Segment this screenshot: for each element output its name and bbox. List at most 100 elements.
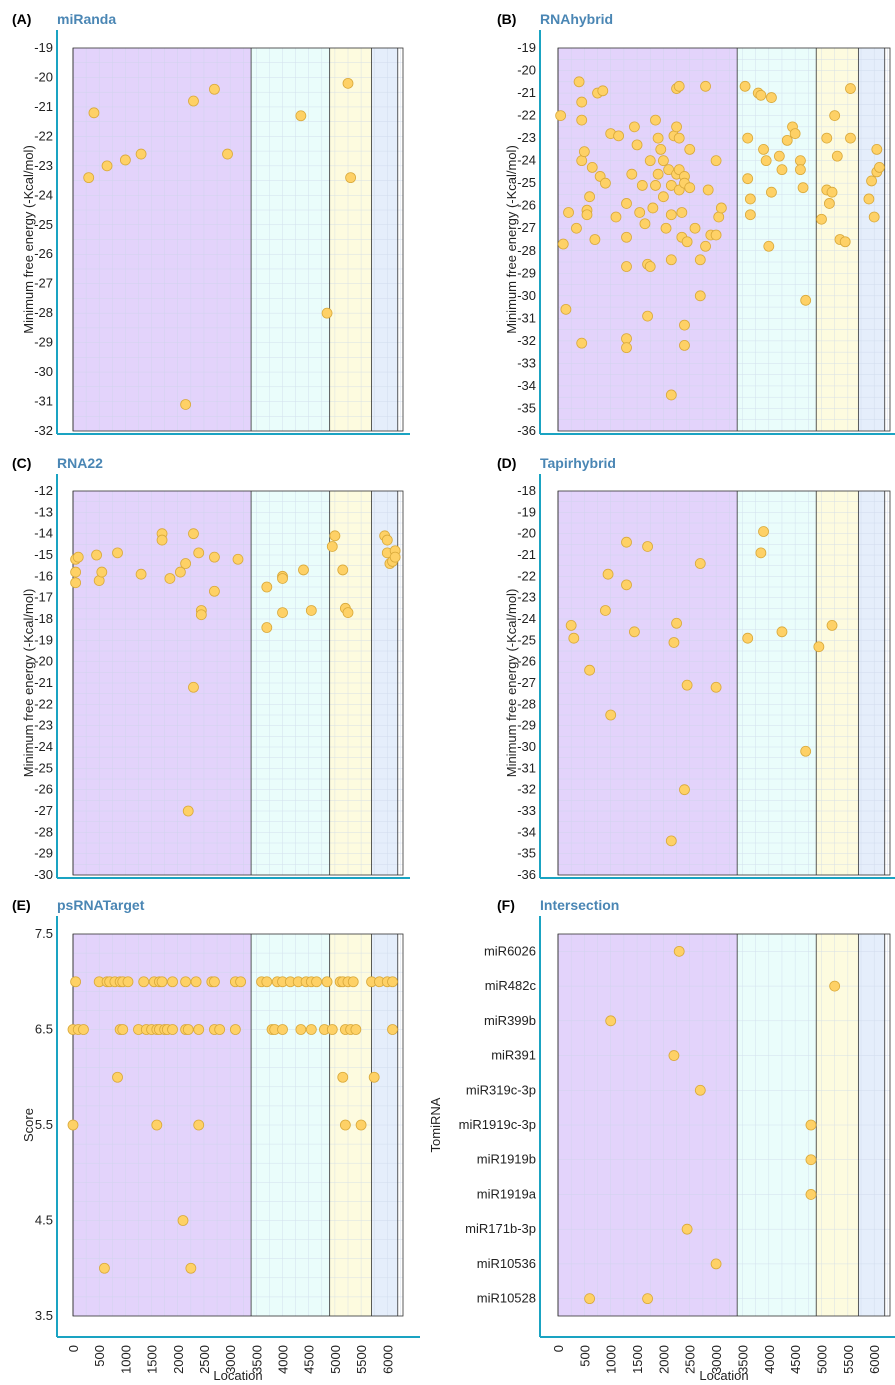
x-tick-label: 5500 <box>354 1345 369 1374</box>
data-point <box>182 1024 194 1035</box>
y-tick-label: 5.5 <box>35 1117 53 1132</box>
data-point <box>755 89 767 101</box>
y-tick-label: -27 <box>34 803 53 818</box>
y-tick-label: 6.5 <box>35 1022 53 1037</box>
x-tick-label: 1000 <box>118 1345 133 1374</box>
data-point <box>763 240 775 252</box>
data-point <box>839 236 851 248</box>
data-point <box>800 294 812 306</box>
y-tick-label: -26 <box>34 246 53 261</box>
data-point <box>185 1262 197 1274</box>
data-point <box>101 160 113 172</box>
x-tick-label: 1500 <box>630 1345 645 1374</box>
data-point <box>650 114 661 126</box>
y-tick-label: miR171b-3p <box>465 1221 536 1236</box>
data-point <box>235 976 247 988</box>
y-tick-label: -21 <box>517 85 536 100</box>
data-point <box>321 976 333 988</box>
data-point <box>135 568 147 580</box>
data-point <box>689 222 701 234</box>
panel-f: (F) Intersection miR6026 miR482c miR399b miR3… <box>428 897 895 1383</box>
y-tick-label: -22 <box>517 568 536 583</box>
data-point <box>621 261 632 272</box>
data-point <box>710 681 722 693</box>
data-point <box>621 231 632 243</box>
grid <box>72 933 403 1317</box>
y-tick-label: -23 <box>517 590 536 605</box>
data-point <box>112 547 123 559</box>
data-point <box>600 177 611 189</box>
data-point <box>866 175 877 187</box>
data-point <box>613 130 625 142</box>
x-tick-label: 6000 <box>867 1345 882 1374</box>
data-point <box>621 342 632 354</box>
data-point <box>710 229 722 241</box>
data-point <box>337 1071 349 1083</box>
x-tick-label: 6000 <box>380 1345 395 1374</box>
y-tick-label: -33 <box>517 355 536 370</box>
panel-title: RNAhybrid <box>540 11 613 27</box>
data-point <box>138 976 150 988</box>
y-tick-label: -22 <box>34 696 53 711</box>
data-point <box>713 211 725 223</box>
y-tick-label: -30 <box>34 867 53 882</box>
y-tick-label: -28 <box>517 243 536 258</box>
x-axis-title: Location <box>699 1368 748 1383</box>
panel-label: (C) <box>12 455 31 471</box>
grid <box>557 47 890 432</box>
x-tick-label: 2500 <box>197 1345 212 1374</box>
x-tick-label: 500 <box>92 1345 107 1367</box>
data-point <box>277 607 288 618</box>
data-point <box>584 664 596 676</box>
y-tick-label: -30 <box>517 739 536 754</box>
y-tick-label: -23 <box>34 718 53 733</box>
panel-title: psRNATarget <box>57 897 145 913</box>
data-point <box>605 709 617 721</box>
data-point <box>112 1071 123 1083</box>
data-points <box>584 945 841 1305</box>
data-point <box>182 805 194 817</box>
data-point <box>188 95 199 107</box>
data-point <box>805 1154 817 1166</box>
y-tick-label: -18 <box>34 611 53 626</box>
data-point <box>195 609 207 621</box>
data-point <box>744 209 756 221</box>
y-tick-label: -14 <box>34 526 53 541</box>
data-point <box>70 577 82 589</box>
y-tick-label: -32 <box>34 423 53 438</box>
data-point <box>78 1024 89 1035</box>
panel-d: (D) Tapirhybrid -18 -19 -20 -21 -22 -23 -24 -25 -2… <box>497 455 895 882</box>
x-tick-label: 1500 <box>145 1345 160 1374</box>
y-tick-label: -28 <box>517 696 536 711</box>
y-tick-label: -20 <box>34 654 53 669</box>
x-axis-title: Location <box>213 1368 262 1383</box>
data-point <box>571 222 582 234</box>
data-point <box>642 541 653 552</box>
plot-frame <box>557 47 891 432</box>
y-tick-label: -34 <box>517 824 536 839</box>
data-point <box>644 261 656 272</box>
y-tick-label: -25 <box>517 632 536 647</box>
data-point <box>342 607 354 618</box>
data-point <box>389 551 401 563</box>
x-tick-label: 3500 <box>249 1345 264 1374</box>
data-point <box>795 155 806 167</box>
data-point <box>91 549 102 561</box>
x-tick-label: 3500 <box>735 1345 750 1374</box>
y-tick-label: -15 <box>34 547 53 562</box>
data-point <box>560 303 572 315</box>
plot-frame <box>557 490 891 876</box>
data-point <box>188 681 199 693</box>
data-point <box>557 238 569 250</box>
data-point <box>621 579 632 591</box>
data-point <box>676 207 688 218</box>
data-point <box>679 319 690 331</box>
y-tick-label: -12 <box>34 483 53 498</box>
data-point <box>739 80 751 92</box>
data-point <box>702 184 714 196</box>
plot-frame <box>72 490 404 876</box>
data-point <box>644 155 656 167</box>
data-point <box>70 566 82 578</box>
data-point <box>845 132 856 144</box>
